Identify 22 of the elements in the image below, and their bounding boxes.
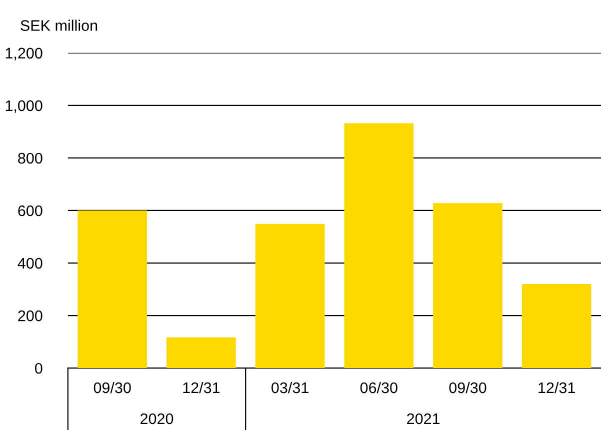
- y-tick-label: 1,000: [6, 100, 42, 113]
- bar: [433, 203, 502, 368]
- x-tick-label: 09/30: [449, 382, 486, 394]
- y-tick-label: 1,200: [6, 48, 42, 60]
- x-tick-label: 09/30: [94, 382, 131, 394]
- y-tick-label: 200: [18, 310, 42, 322]
- bar: [344, 123, 414, 368]
- bar: [78, 210, 147, 368]
- y-tick-label: 800: [18, 152, 42, 164]
- text: 2021: [407, 413, 440, 424]
- bar: [522, 284, 592, 368]
- x-tick-label: 12/31: [183, 382, 220, 394]
- x-tick-label: 06/30: [360, 382, 398, 394]
- x-tick-label: 03/31: [272, 382, 308, 394]
- text: 2020: [140, 413, 174, 424]
- y-tick-label: 0: [35, 362, 42, 374]
- y-tick-label: 600: [18, 205, 42, 216]
- bar: [255, 224, 325, 368]
- y-tick-label: 400: [18, 258, 42, 269]
- y-axis-title: SEK million: [20, 20, 98, 31]
- x-tick-label: 12/31: [538, 382, 575, 394]
- bar: [166, 337, 236, 368]
